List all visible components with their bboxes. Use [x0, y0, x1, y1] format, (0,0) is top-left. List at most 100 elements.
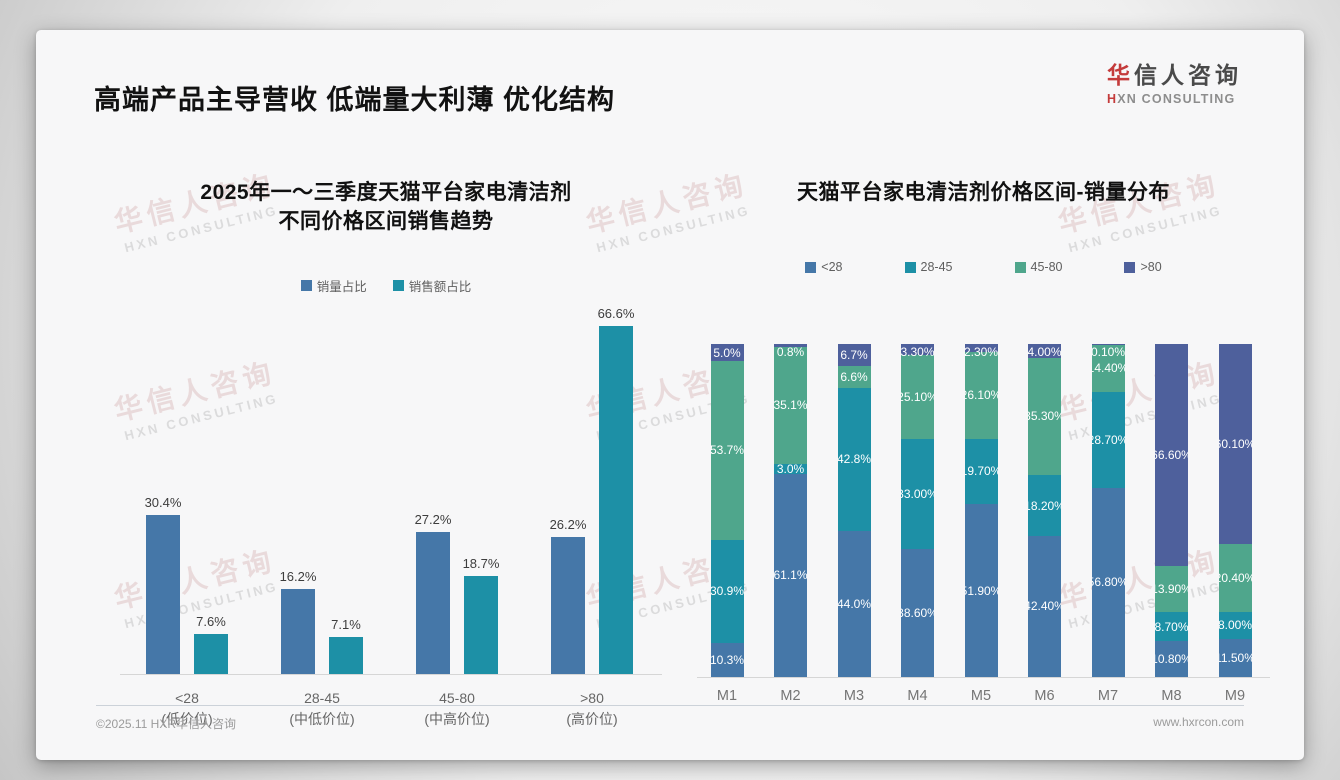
segment-value-label: 25.10% [901, 389, 934, 404]
segment-value-label: 66.60% [1155, 447, 1188, 462]
legend-swatch [904, 261, 916, 273]
segment-value-label: 8.00% [1218, 618, 1252, 633]
copyright-text: ©2025.11 HXR华信人咨询 [96, 717, 236, 731]
segment-value-label: 11.50% [1219, 650, 1252, 665]
category-tier: (中低价位) [289, 711, 355, 727]
bar-segment: 53.7% [710, 361, 744, 540]
legend-item: 45-80 [1014, 260, 1062, 274]
bar-value-label: 27.2% [414, 512, 452, 527]
x-axis-category: M4 [907, 688, 928, 704]
bar-segment: 6.7% [837, 343, 871, 366]
right-chart-title: 天猫平台家电清洁剂价格区间-销量分布 [797, 181, 1170, 204]
segment-value-label: 18.20% [1028, 498, 1061, 513]
bar-segment: 13.90% [1155, 565, 1188, 612]
bar-value-label: 26.2% [549, 517, 587, 533]
logo-english-text: HXN CONSULTING [1107, 92, 1236, 106]
legend-label: 销量占比 [316, 280, 367, 294]
segment-value-label: 38.60% [901, 605, 934, 620]
segment-value-label: 6.7% [840, 347, 868, 362]
segment-value-label: 4.00% [1028, 345, 1061, 360]
bar-value-label: 7.1% [331, 616, 361, 632]
bar-segment: 60.10% [1218, 344, 1252, 545]
bar-segment: 5.0% [710, 344, 744, 362]
stacked-bar: 51.90% 19.70% 26.10% 2.30% [964, 344, 998, 677]
segment-value-label: 33.00% [901, 486, 934, 501]
x-axis-category: M2 [780, 688, 801, 704]
right-chart-plot: 10.3% 30.9% 53.7% 5.0% 61.1% 3.0% 35.1% 0.8% 44.… [697, 343, 1270, 678]
segment-value-label: 10.3% [710, 652, 744, 667]
bar-segment: 8.00% [1218, 612, 1252, 639]
stacked-bar: 10.3% 30.9% 53.7% 5.0% [710, 344, 744, 677]
bar-value-label: 16.2% [279, 569, 317, 585]
bar [329, 636, 363, 674]
legend-label: 销售额占比 [408, 280, 472, 294]
legend-label: >80 [1140, 260, 1162, 274]
slide-card: 华信人咨询 HXN CONSULTING 华信人咨询 HXN CONSULTING 华信… [36, 30, 1304, 760]
right-chart-legend: <28 28-45 45-80 >80 [691, 260, 1276, 274]
segment-value-label: 42.8% [837, 452, 871, 467]
legend-label: <28 [821, 260, 843, 274]
segment-value-label: 3.30% [901, 345, 934, 360]
category-tier: (低价位) [161, 711, 213, 727]
bar-segment: 10.80% [1155, 641, 1188, 677]
legend-item: 销量占比 [300, 276, 367, 295]
legend-label: 28-45 [920, 260, 953, 274]
segment-value-label: 2.30% [964, 345, 998, 360]
logo-chinese-text: 华信人咨询 [1107, 62, 1242, 88]
bar-segment: 35.1% [774, 346, 807, 464]
left-chart-legend: 销量占比 销售额占比 [96, 276, 676, 295]
left-chart-title: 2025年一～三季度天猫平台家电清洁剂 不同价格区间销售趋势 [200, 181, 572, 234]
stacked-bar: 38.60% 33.00% 25.10% 3.30% [901, 344, 934, 677]
segment-value-label: 14.40% [1092, 361, 1125, 376]
segment-value-label: 5.0% [713, 345, 741, 360]
stacked-bar: 10.80% 8.70% 13.90% 66.60% [1155, 343, 1188, 677]
bar-segment: 38.60% [901, 548, 934, 677]
bar-segment: 8.70% [1155, 612, 1188, 641]
bar-segment: 30.9% [710, 539, 744, 643]
legend-item: 销售额占比 [392, 276, 472, 295]
segment-value-label: 51.90% [965, 583, 998, 598]
category-range: 28-45 [304, 690, 340, 706]
legend-swatch [300, 280, 312, 291]
segment-value-label: 3.0% [776, 461, 805, 476]
bar-segment: 35.30% [1028, 357, 1061, 476]
segment-value-label: 53.7% [710, 443, 744, 458]
segment-value-label: 0.8% [776, 344, 805, 359]
segment-value-label: 20.40% [1219, 571, 1252, 586]
bar-segment: 3.0% [774, 461, 807, 476]
legend-item: >80 [1124, 260, 1162, 274]
segment-value-label: 35.1% [774, 398, 807, 413]
bar-segment: 0.8% [774, 343, 807, 359]
bar-segment: 14.40% [1091, 344, 1125, 393]
bar-segment: 20.40% [1218, 544, 1252, 613]
legend-swatch [805, 261, 817, 273]
bar-segment: 66.60% [1155, 343, 1188, 566]
page-title: 高端产品主导营收 低端量大利薄 优化结构 [94, 85, 616, 115]
category-tier: (中高价位) [424, 711, 490, 727]
stacked-bar: 61.1% 3.0% 35.1% 0.8% [774, 343, 807, 677]
bar [599, 326, 633, 674]
segment-value-label: 56.80% [1092, 575, 1125, 590]
stacked-bar-chart: 天猫平台家电清洁剂价格区间-销量分布 <28 28-45 45-80 >80 10.3… [691, 170, 1276, 730]
x-axis-category: M7 [1097, 688, 1119, 704]
bar [464, 576, 498, 674]
bar-segment: 33.00% [901, 438, 934, 549]
left-chart-plot: 30.4% 7.6% 16.2% 7.1% 27.2% 18.7% 26.2% 66.6% [120, 306, 662, 675]
category-range: 45-80 [439, 690, 475, 706]
legend-item: <28 [805, 260, 843, 274]
bar [281, 589, 315, 674]
x-axis-category: >80 (高价位) [537, 688, 647, 730]
segment-value-label: 6.6% [840, 370, 868, 384]
segment-value-label: 60.10% [1219, 437, 1252, 452]
bar-segment: 19.70% [964, 438, 998, 505]
x-axis-category: M8 [1161, 688, 1182, 704]
bar-segment: 4.00% [1028, 344, 1061, 360]
bar-segment: 51.90% [964, 504, 998, 677]
bar [551, 537, 585, 674]
bar-value-label: 30.4% [144, 495, 182, 511]
stacked-bar: 44.0% 42.8% 6.6% 6.7% [837, 343, 871, 677]
segment-value-label: 10.80% [1155, 652, 1188, 666]
legend-item: 28-45 [904, 260, 953, 274]
x-axis-category: 45-80 (中高价位) [402, 688, 512, 730]
legend-swatch [1124, 261, 1136, 273]
